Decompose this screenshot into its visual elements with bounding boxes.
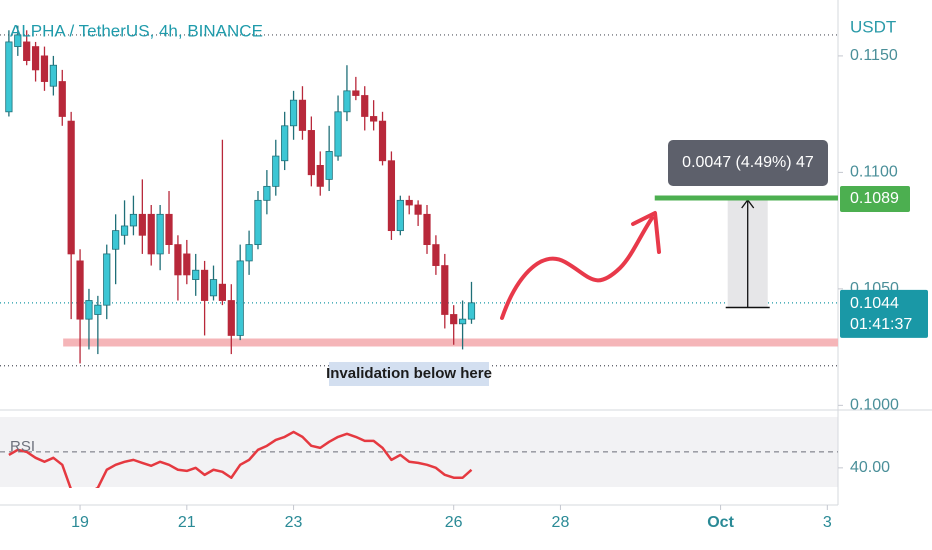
rsi-pane (0, 430, 838, 488)
candle-body (67, 120, 75, 255)
candle-body (227, 300, 235, 336)
candle-body (458, 318, 467, 325)
chart-title: ALPHA / TetherUS, 4h, BINANCE (10, 21, 263, 40)
candle-body (5, 41, 13, 113)
candle-body (103, 253, 111, 306)
candle-body (272, 155, 280, 187)
candle-body (352, 90, 360, 96)
candle-body (432, 244, 440, 266)
main-pane (0, 25, 838, 367)
candle-body (370, 116, 378, 122)
projection-arrow (500, 216, 654, 320)
x-tick-label: 3 (823, 514, 832, 531)
candle-body (165, 213, 173, 246)
candle-body (94, 304, 102, 315)
candle-body (183, 253, 191, 276)
target-label-box (840, 186, 910, 213)
x-tick-label: 19 (71, 514, 89, 531)
x-tick-label: 21 (178, 514, 196, 531)
candle-body (174, 244, 182, 276)
candle-body (450, 314, 458, 325)
y-tick-label: 0.1100 (850, 164, 898, 181)
candle-body (40, 55, 49, 82)
candle-body (334, 111, 342, 157)
candle-body (378, 120, 387, 162)
x-tick-label: 26 (445, 514, 463, 531)
measure-label: 0.0047 (4.49%) 47 (682, 154, 814, 171)
candle-body (414, 204, 422, 215)
candle-body (254, 199, 262, 246)
countdown-label: 01:41:37 (850, 316, 912, 333)
candle-body (325, 151, 333, 180)
candle-body (298, 99, 307, 131)
candle-body (263, 185, 271, 201)
candle-body (281, 125, 289, 162)
annotation: Invalidation below here (326, 365, 492, 382)
candle-body (76, 260, 84, 320)
x-tick-label: Oct (707, 514, 734, 531)
candle-body (147, 213, 155, 255)
candle-body (423, 213, 431, 246)
candle-body (316, 164, 324, 187)
y-tick-label: 0.1000 (850, 397, 899, 414)
candle-body (441, 265, 449, 315)
candle-body (236, 260, 244, 336)
candle-body (467, 302, 476, 320)
candle-body (209, 279, 218, 297)
candle-body (289, 99, 298, 127)
candle-body (120, 225, 129, 236)
last-price-box (840, 289, 928, 338)
candle-body (343, 90, 351, 113)
candle-body (49, 64, 57, 87)
candle-body (201, 269, 209, 301)
candle-body (361, 95, 369, 117)
y-tick-label: 0.1150 (850, 47, 898, 64)
last-price-label: 0.1044 (850, 295, 899, 312)
candle-body (245, 244, 253, 262)
annotation-box (329, 362, 489, 386)
target-label: 0.1089 (850, 190, 899, 207)
candle-body (307, 130, 315, 176)
candle-body (31, 46, 40, 71)
candle-body (58, 81, 66, 117)
candle-body (396, 199, 404, 232)
candle-body (192, 269, 200, 280)
candle-body (129, 213, 138, 227)
candle-body (405, 199, 413, 206)
projection-arrowhead (631, 211, 661, 254)
x-tick-label: 28 (552, 514, 570, 531)
currency-label: USDT (850, 17, 896, 36)
candle-body (85, 300, 93, 320)
rsi-line (8, 430, 473, 488)
candle-body (387, 160, 396, 232)
x-tick-label: 23 (285, 514, 303, 531)
candle-body (14, 34, 22, 47)
measure-tooltip (668, 140, 828, 187)
candle-body (112, 230, 120, 250)
candle-body (138, 213, 146, 236)
candle-body (23, 41, 31, 61)
rsi-tick-label: 40.00 (850, 459, 890, 476)
candle-body (218, 283, 226, 301)
candle-body (156, 213, 164, 255)
rsi-label: RSI (10, 438, 35, 455)
